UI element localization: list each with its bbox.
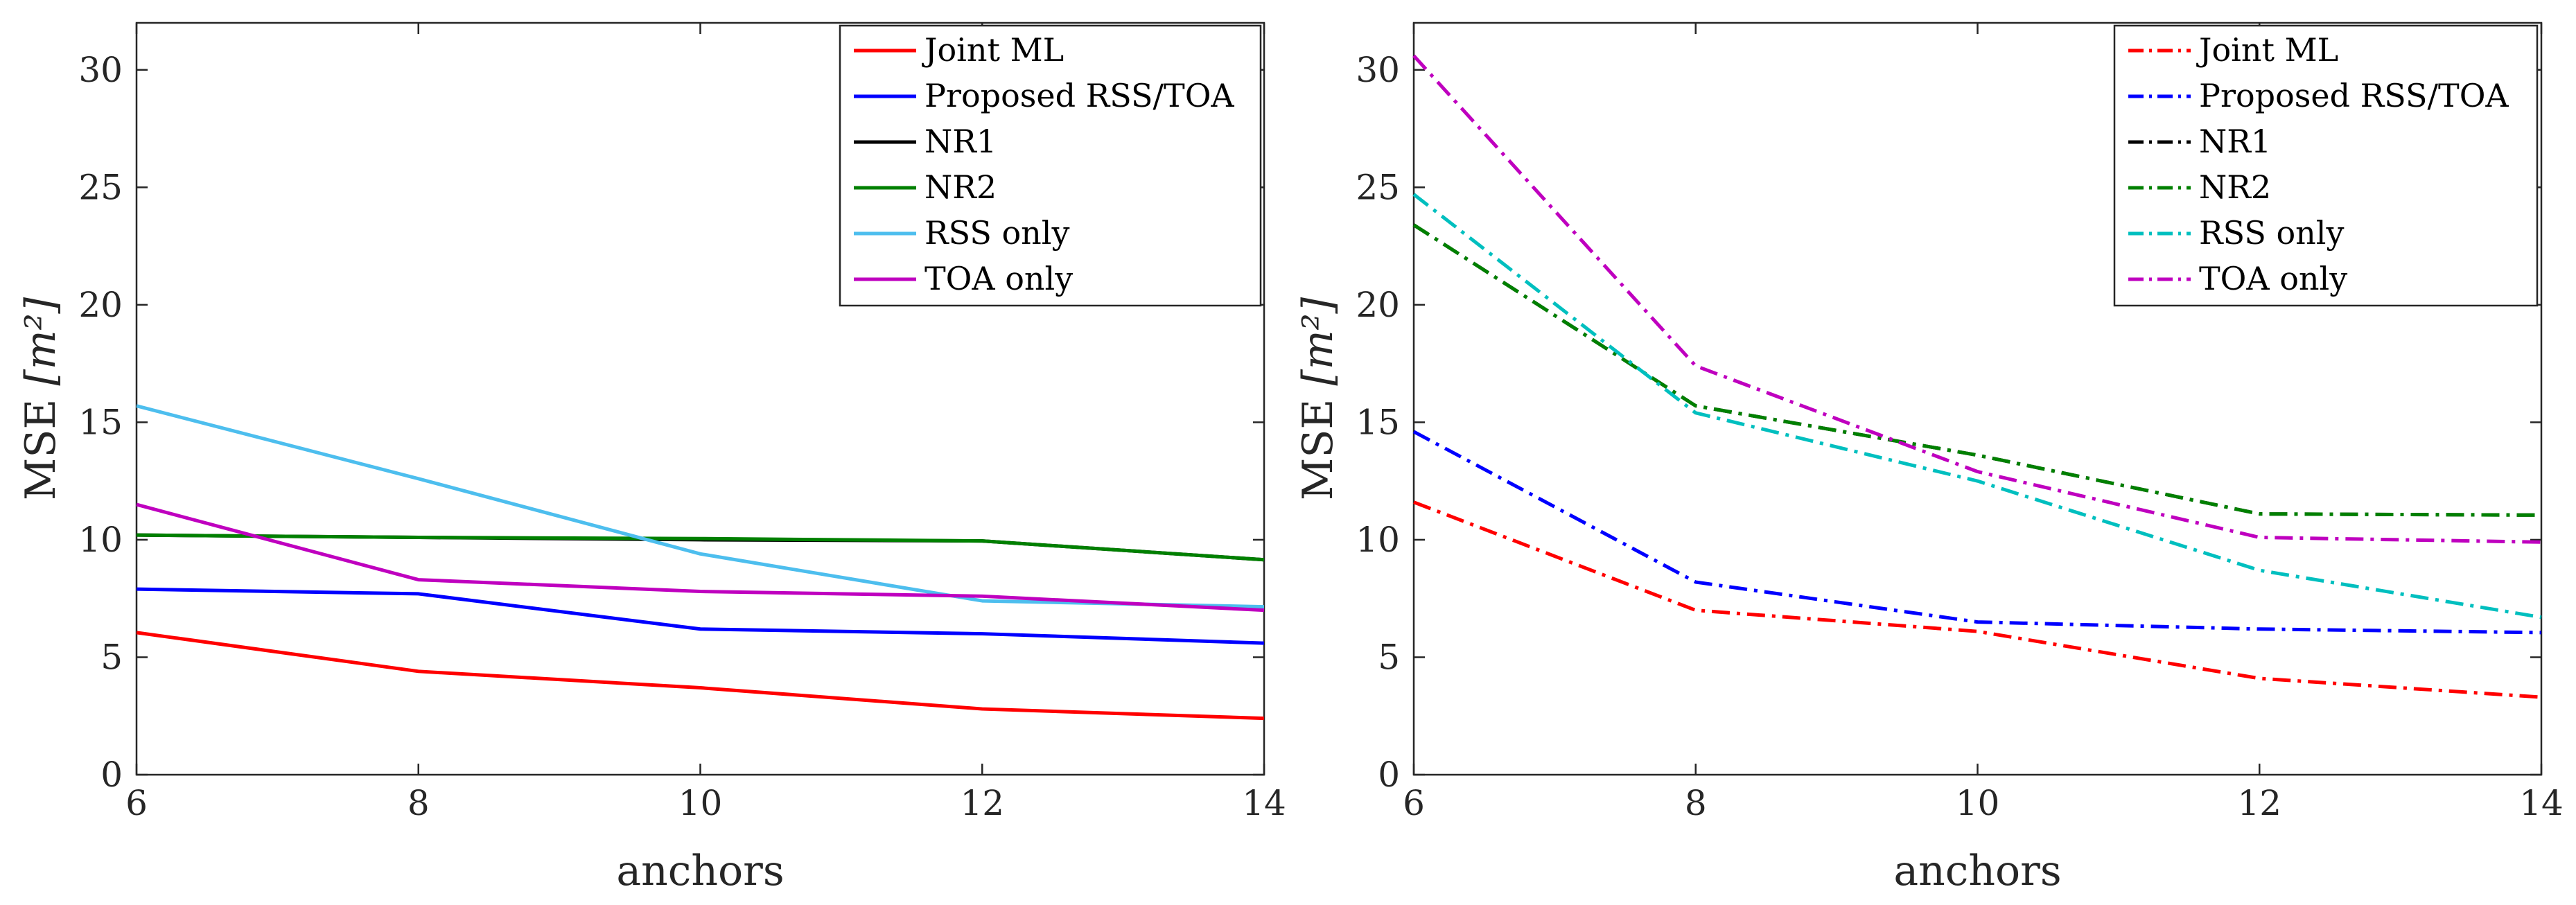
- y-axis-label-unit: [m²]: [1294, 297, 1342, 385]
- legend-entry-label: Joint ML: [2196, 31, 2338, 69]
- y-axis-label-main: MSE: [17, 386, 65, 500]
- y-tick-label: 10: [78, 520, 123, 560]
- y-axis-label-unit: [m²]: [17, 297, 65, 385]
- legend-entry-label: NR1: [2199, 123, 2271, 160]
- y-tick-label: 20: [1356, 285, 1400, 325]
- legend-box: [839, 24, 1262, 307]
- y-tick-label: 20: [78, 285, 123, 325]
- y-tick-label: 0: [1378, 755, 1400, 795]
- legend-entry-label: TOA only: [2199, 260, 2347, 297]
- panel-1: 6 8 10 12 14 0 5 10 15 20 25 30 anchors MSE [m²] Joint…: [17, 21, 1286, 895]
- x-tick-label: 6: [1403, 783, 1425, 823]
- series-line-joint-ml: [136, 631, 1265, 721]
- x-tick-label: 14: [2519, 783, 2564, 823]
- y-tick-label: 30: [1356, 50, 1400, 90]
- legend-entry-label: RSS only: [925, 214, 1070, 252]
- legend-entry-label: Proposed RSS/TOA: [925, 77, 1234, 114]
- y-tick-label: 5: [1378, 637, 1400, 677]
- panel-2: 6 8 10 12 14 0 5 10 15 20 25 30 anchors MSE [m²] Joint…: [1294, 21, 2564, 895]
- x-tick-label: 10: [1956, 783, 2000, 823]
- legend-entry-label: NR1: [925, 123, 997, 160]
- y-tick-label: 30: [78, 50, 123, 90]
- y-tick-label: 5: [100, 637, 123, 677]
- x-tick-label: 10: [678, 783, 723, 823]
- y-tick-label: 0: [100, 755, 123, 795]
- series-line-joint-ml: [1413, 500, 2542, 699]
- legend-entry-label: TOA only: [925, 260, 1073, 297]
- x-axis-label: anchors: [616, 847, 784, 895]
- y-tick-label: 25: [1356, 167, 1400, 207]
- panel-2-legend: Joint ML Proposed RSS/TOA NR1 NR2 RSS only TO…: [2113, 24, 2539, 307]
- x-axis-label: anchors: [1893, 847, 2061, 895]
- legend-entry-label: RSS only: [2199, 214, 2345, 252]
- series-line-toa-only: [1412, 54, 2542, 544]
- y-tick-label: 15: [78, 402, 123, 442]
- series-line-nr2: [136, 533, 1265, 562]
- x-tick-label: 6: [125, 783, 148, 823]
- series-line-toa-only: [136, 502, 1265, 613]
- y-tick-label: 15: [1356, 402, 1400, 442]
- series-line-proposed-rss-toa: [136, 587, 1265, 645]
- legend-entry-label: NR2: [2199, 168, 2271, 206]
- x-tick-label: 8: [408, 783, 430, 823]
- x-tick-label: 14: [1242, 783, 1286, 823]
- series-line-nr2: [1412, 223, 2542, 517]
- y-axis-label: MSE [m²]: [17, 297, 65, 500]
- x-tick-label: 12: [2237, 783, 2281, 823]
- panel-1-legend: Joint ML Proposed RSS/TOA NR1 NR2 RSS only TO…: [839, 24, 1262, 307]
- y-tick-label: 25: [78, 167, 123, 207]
- legend-entry-label: NR2: [925, 168, 997, 206]
- y-tick-label: 10: [1356, 520, 1400, 560]
- x-tick-label: 8: [1685, 783, 1707, 823]
- legend-entry-label: Proposed RSS/TOA: [2199, 77, 2509, 114]
- y-axis-label: MSE [m²]: [1294, 297, 1342, 500]
- legend-entry-label: Joint ML: [922, 31, 1064, 69]
- x-tick-label: 12: [960, 783, 1004, 823]
- series-line-rss-only: [136, 404, 1265, 609]
- y-axis-label-main: MSE: [1294, 386, 1342, 500]
- series-line-proposed-rss-toa: [1412, 430, 2542, 635]
- series-line-rss-only: [1412, 193, 2542, 620]
- legend-box: [2113, 24, 2539, 307]
